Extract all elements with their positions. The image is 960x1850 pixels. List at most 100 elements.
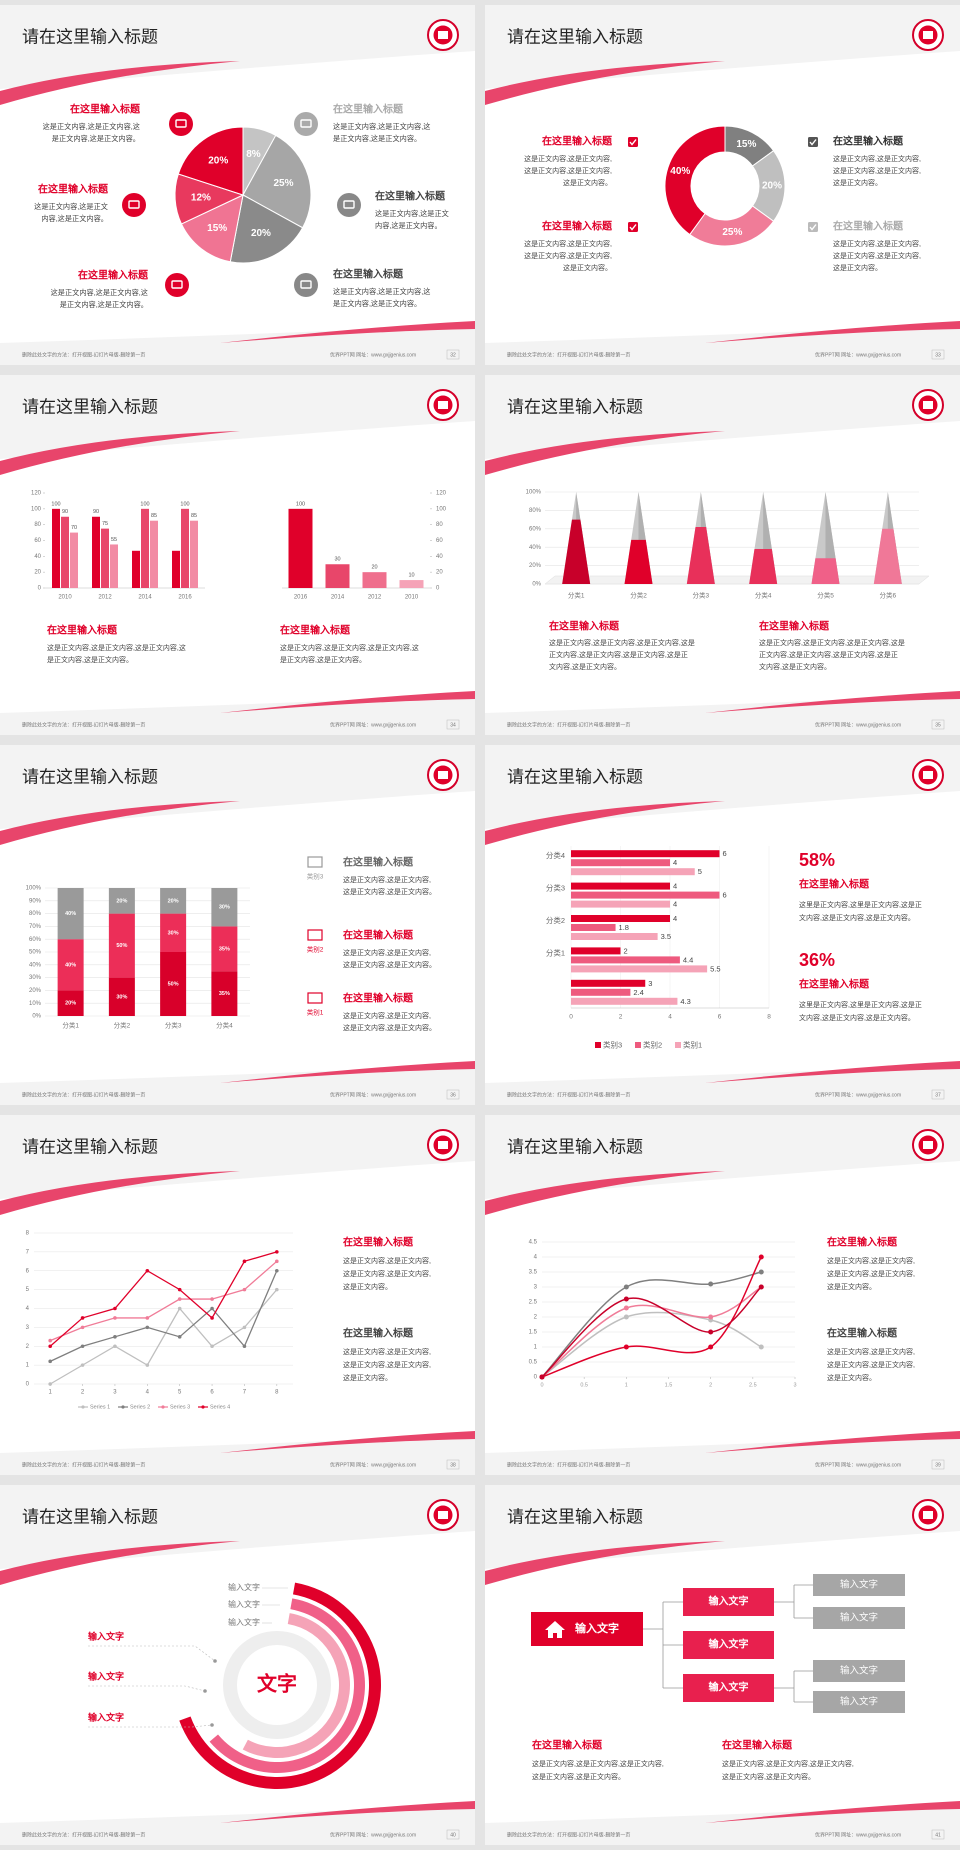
body-text: 是正文内容,这是正文内容。: [333, 299, 421, 308]
pie-slice: [229, 194, 304, 264]
bar-segment: [108, 913, 135, 978]
bar: [571, 997, 678, 1005]
line-series: [49, 1260, 278, 1342]
line-series: [49, 1251, 277, 1347]
x-tick-label: 分类5: [817, 591, 834, 600]
item-title: 在这里输入标题: [542, 135, 613, 148]
ring-label: 输入文字: [88, 1711, 124, 1722]
y-tick-label: 40%: [529, 545, 542, 551]
y-tick-label: 分类1: [546, 947, 565, 957]
y-tick-label: 40: [436, 554, 443, 560]
logo-mark: [438, 401, 448, 409]
x-tick-label: 2.5: [749, 1382, 757, 1388]
body-text: 这是正文内容。: [833, 178, 882, 187]
x-tick-label: 0: [569, 1014, 573, 1021]
point: [708, 1314, 714, 1320]
body-text: 这是正文内容。: [827, 1282, 876, 1291]
logo-mark: [923, 1141, 933, 1149]
body-text: 文内容,这是正文内容,这是正文内容。: [799, 1013, 915, 1022]
x-tick-label: 2012: [368, 595, 382, 601]
point: [210, 1316, 214, 1320]
bar: [61, 516, 69, 588]
point: [210, 1344, 214, 1349]
header-band: [485, 1115, 960, 1199]
value-label: 6: [723, 891, 727, 900]
x-tick-label: 1: [625, 1382, 628, 1388]
curve-series: [541, 1311, 762, 1378]
checkbox: [628, 222, 638, 232]
bar-segment: [57, 939, 84, 991]
footer-text: 优界PPT网 网址：www.gxjjgenius.com: [815, 721, 901, 728]
point: [708, 1281, 714, 1287]
value-label: 5: [698, 867, 702, 876]
point: [758, 1254, 764, 1260]
body-text: 内容,这是正文内容。: [41, 214, 108, 223]
pie-slice: [177, 126, 244, 196]
item-title: 在这里输入标题: [375, 190, 446, 203]
body-text: 这是正文内容,这是正文: [34, 202, 108, 211]
item-title: 在这里输入标题: [333, 268, 404, 281]
footer-band: [485, 1065, 960, 1105]
legend-label: 类别2: [307, 945, 324, 954]
item-title: 在这里输入标题: [827, 1236, 898, 1249]
cone-fill: [749, 549, 778, 584]
item-title: 在这里输入标题: [532, 1739, 603, 1752]
legend-icon: [307, 992, 323, 1004]
leaf-label: 输入文字: [840, 1665, 878, 1677]
header-swoosh: [0, 431, 240, 475]
pie-slice: [242, 134, 312, 229]
body-text: 这是正文内容,这是正文内容。: [343, 960, 436, 969]
y-tick-label: 80%: [529, 508, 542, 514]
point: [275, 1287, 279, 1292]
header-swoosh: [485, 801, 725, 845]
point: [539, 1374, 545, 1380]
x-tick-label: 分类4: [216, 1021, 233, 1030]
header-band: [0, 375, 475, 459]
body-text: 这里是正文内容,这里是正文内容,这是正: [799, 1000, 922, 1009]
mid-box: [683, 1588, 774, 1616]
y-tick-label: 20: [34, 570, 41, 576]
value-label: 3: [648, 979, 652, 988]
body-text: 这是正文内容,这是正文内容,这是正文内容,这是: [549, 638, 695, 647]
point: [113, 1316, 117, 1320]
value-label: 1.8: [619, 923, 629, 932]
legend-swatch: [595, 1042, 601, 1048]
value-label: 100: [51, 501, 60, 507]
x-tick-label: 6: [718, 1014, 722, 1021]
body-text: 这是正文内容,这是正文内容,: [524, 251, 612, 260]
bar-segment: [211, 971, 238, 1016]
item-icon: [169, 112, 193, 136]
slide-title: 请在这里输入标题: [507, 1137, 643, 1156]
body-text: 这是正文内容,这是正文内容,这: [51, 288, 148, 297]
item-title: 在这里输入标题: [799, 878, 870, 891]
header-swoosh: [0, 1541, 240, 1585]
item-title: 在这里输入标题: [542, 220, 613, 233]
check: [629, 139, 637, 146]
slide-title: 请在这里输入标题: [22, 767, 158, 786]
footer-band: [0, 1065, 475, 1105]
bar: [571, 933, 658, 940]
slide-title: 请在这里输入标题: [22, 27, 158, 46]
point: [80, 1325, 85, 1330]
footer-text: 优界PPT网 网址：www.gxjjgenius.com: [815, 1091, 901, 1098]
y-tick-label: 0: [436, 586, 440, 592]
bar: [181, 508, 189, 588]
item-title: 在这里输入标题: [280, 624, 351, 637]
legend-label: 类别3: [603, 1039, 622, 1049]
header-band: [485, 5, 960, 89]
value-label: 4.4: [683, 955, 693, 964]
slide-title: 请在这里输入标题: [507, 1507, 643, 1526]
x-tick-label: 5: [178, 1390, 182, 1396]
body-text: 是正文内容,这是正文内容。: [333, 134, 421, 143]
value-label: 40%: [65, 911, 76, 917]
y-tick-label: 100%: [26, 886, 42, 892]
body-text: 这是正文内容,这是正文内容,: [827, 1269, 915, 1278]
item-icon: [165, 273, 189, 297]
y-tick-label: 40: [34, 554, 41, 560]
body-text: 这是正文内容,这是正文内容,: [827, 1256, 915, 1265]
footer-swoosh: [705, 1061, 960, 1083]
pie-label: 25%: [273, 178, 293, 189]
point: [177, 1287, 182, 1292]
bar: [190, 520, 198, 588]
y-tick-label: 0: [534, 1375, 538, 1381]
